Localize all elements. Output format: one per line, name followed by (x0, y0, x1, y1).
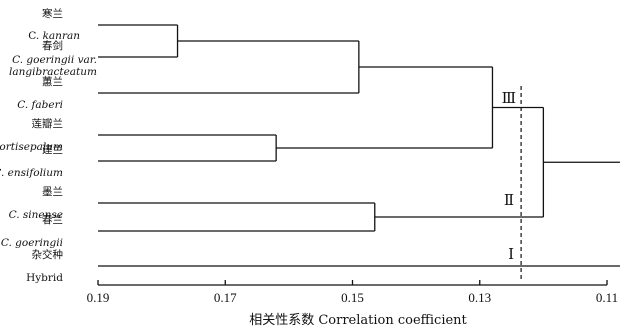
x-tick-label: 0.13 (468, 290, 491, 305)
x-tick-label: 0.19 (87, 290, 110, 305)
leaf-label-latin: Hybrid (26, 272, 63, 284)
leaf-label-cn: 墨兰 (42, 185, 63, 198)
x-tick-label: 0.15 (341, 290, 364, 305)
leaf-label-cn: 寒兰 (42, 7, 63, 20)
leaf-label-cn: 莲瓣兰 (32, 117, 64, 130)
x-tick-label: 0.17 (214, 290, 237, 305)
group-label: Ⅲ (502, 91, 516, 107)
leaf-label-latin: C. sinense (9, 209, 63, 221)
leaf-label-cn: 春兰 (42, 213, 63, 226)
x-axis: 0.19 0.17 0.15 0.13 0.11 (87, 280, 618, 305)
group-labels: Ⅲ Ⅱ Ⅰ (502, 91, 516, 263)
leaf-label-latin: C. kanran (28, 30, 80, 42)
x-axis-title: 相关性系数 Correlation coefficient (249, 313, 467, 328)
group-label: Ⅱ (504, 193, 514, 209)
leaf-label-latin: C. tortisepalum (0, 141, 63, 153)
dendrogram-branches (98, 24, 620, 282)
leaf-label-latin: C. faberi (17, 99, 63, 111)
x-tick-label: 0.11 (596, 290, 618, 305)
leaf-label-latin: C. goeringii (1, 237, 63, 249)
leaf-label-latin: C. ensifolium (0, 167, 63, 179)
leaf-label-cn: 春剑 (42, 39, 63, 52)
leaf-label-cn: 建兰 (42, 143, 63, 156)
leaf-label-cn: 杂交种 (32, 248, 64, 261)
group-label: Ⅰ (508, 247, 514, 263)
leaf-label-cn: 蕙兰 (42, 75, 63, 88)
leaf-label-latin: C. goeringii var. langibracteatum (9, 54, 97, 78)
